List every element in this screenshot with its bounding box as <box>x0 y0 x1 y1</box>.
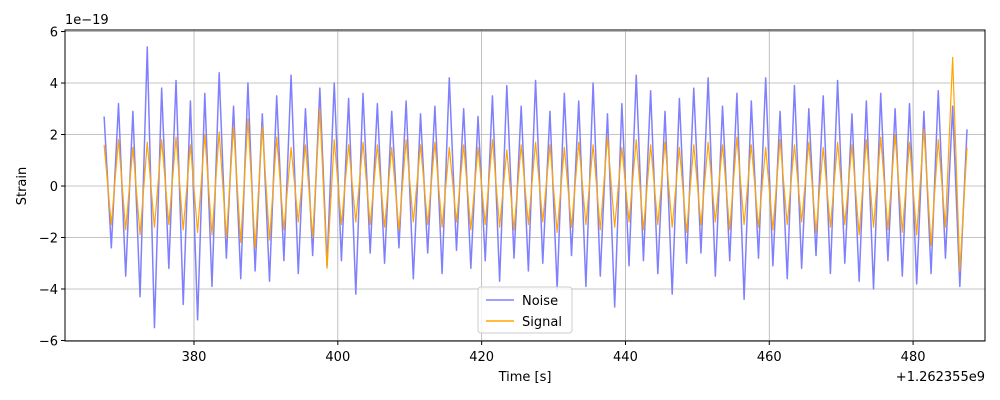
y-tick-label: −2 <box>39 232 58 247</box>
legend: Noise Signal <box>477 286 573 334</box>
x-tick-label: 440 <box>613 350 638 365</box>
x-tick-label: 400 <box>325 350 350 365</box>
x-tick-label: 420 <box>469 350 494 365</box>
y-tick-label: 6 <box>50 26 58 41</box>
x-tick-label: 380 <box>182 350 207 365</box>
plot-area <box>65 30 985 341</box>
y-tick-label: 4 <box>50 77 58 92</box>
x-axis-label: Time [s] <box>498 370 552 385</box>
x-offset-text: +1.262355e9 <box>896 370 985 385</box>
y-axis-label: Strain <box>15 167 30 206</box>
axes-frame <box>64 29 986 342</box>
legend-label: Signal <box>522 315 562 330</box>
y-tick-label: −4 <box>39 283 58 298</box>
y-offset-text: 1e−19 <box>65 13 109 28</box>
series-line <box>103 56 968 272</box>
y-tick-label: 2 <box>50 129 58 144</box>
y-tick-label: 0 <box>50 180 58 195</box>
x-tick-label: 480 <box>901 350 926 365</box>
legend-label: Noise <box>522 294 558 309</box>
x-tick-label: 460 <box>757 350 782 365</box>
y-tick-label: −6 <box>39 334 58 349</box>
series-line <box>103 46 968 329</box>
